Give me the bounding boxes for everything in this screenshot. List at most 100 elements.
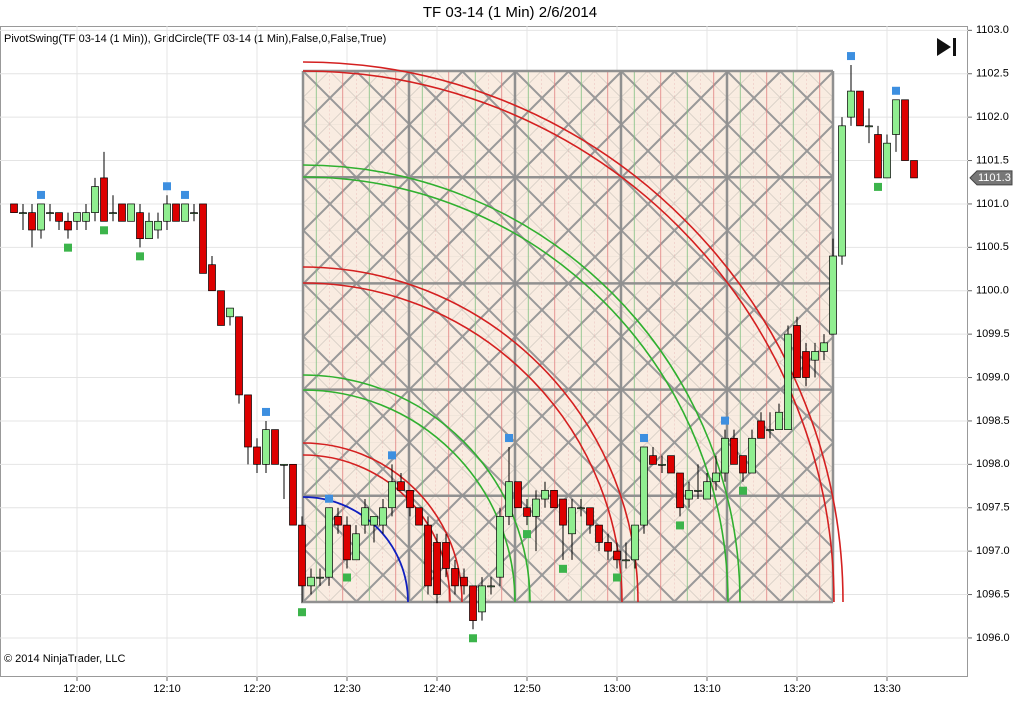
- y-tick-label: 1102.0: [976, 111, 1009, 123]
- pivot-low: [343, 573, 351, 582]
- candle-body: [307, 576, 315, 587]
- candle-body: [802, 351, 810, 378]
- grid-diagonal: [514, 282, 833, 602]
- grid-diagonal: [303, 71, 464, 233]
- candle-body: [415, 507, 423, 526]
- candle-body: [595, 524, 603, 543]
- grid-diagonal: [726, 494, 833, 602]
- candle-body: [550, 490, 558, 509]
- candle-body: [658, 463, 666, 466]
- y-tick-label: 1101.0: [976, 198, 1009, 210]
- pivot-high: [721, 416, 729, 425]
- candle-body: [145, 220, 153, 240]
- grid-diagonal: [726, 71, 833, 179]
- candle-body: [253, 446, 261, 465]
- last-price-tag: [969, 170, 1013, 186]
- candle-body: [10, 203, 18, 213]
- candle-body: [100, 177, 108, 222]
- pivot-high: [262, 407, 270, 416]
- candle-body: [532, 498, 540, 517]
- candle-body: [109, 212, 117, 214]
- candle-body: [784, 333, 792, 430]
- candle-body: [712, 472, 720, 483]
- pivot-high: [892, 86, 900, 95]
- grid-diagonal: [620, 71, 833, 285]
- candle-body: [406, 490, 414, 509]
- y-tick-label: 1099.5: [976, 328, 1010, 340]
- pivot-high: [37, 190, 45, 199]
- play-icon[interactable]: [937, 38, 951, 56]
- candle-body: [136, 212, 144, 240]
- candle-body: [721, 437, 729, 474]
- candle-body: [694, 490, 702, 492]
- candle-body: [37, 203, 45, 231]
- candle-body: [865, 125, 873, 128]
- candle-body: [262, 429, 270, 465]
- grid-diagonal: [673, 71, 833, 232]
- candle-body: [226, 307, 234, 318]
- candle-body: [874, 134, 882, 179]
- candle-body: [739, 455, 747, 474]
- candle-body: [379, 507, 387, 526]
- candle-body: [793, 325, 801, 378]
- scroll-end-icon[interactable]: [937, 38, 956, 56]
- grid-diagonal: [303, 71, 517, 286]
- y-tick-label: 1102.5: [976, 68, 1009, 80]
- y-tick-label: 1100.0: [976, 285, 1009, 297]
- candle-body: [901, 99, 909, 161]
- candle-body: [352, 533, 360, 561]
- grid-arc: [302, 266, 639, 603]
- grid-arc: [302, 389, 516, 603]
- candle-body: [334, 516, 342, 526]
- x-tick-label: 13:10: [693, 683, 721, 695]
- candle-body: [73, 212, 81, 222]
- candle-body: [172, 203, 180, 222]
- candle-body: [883, 142, 891, 179]
- candle-body: [748, 437, 756, 474]
- grid-diagonal: [567, 71, 833, 338]
- x-tick-label: 12:10: [153, 683, 181, 695]
- candle-body: [289, 463, 297, 526]
- candle-body: [163, 203, 171, 222]
- pivot-low: [100, 226, 108, 235]
- pivot-low: [559, 564, 567, 573]
- grid-diagonal: [567, 335, 833, 602]
- grid-diagonal: [303, 71, 411, 180]
- candle-body: [397, 481, 405, 491]
- pivot-low: [136, 252, 144, 261]
- candle-body: [559, 498, 567, 526]
- pivot-high: [325, 494, 333, 503]
- candle-body: [235, 316, 243, 396]
- candle-body: [118, 203, 126, 222]
- candle-body: [424, 524, 432, 587]
- candle-body: [631, 524, 639, 561]
- candle-body: [838, 125, 846, 257]
- play-bar[interactable]: [953, 38, 956, 56]
- y-tick-label: 1098.5: [976, 415, 1010, 427]
- x-tick-label: 12:30: [333, 683, 361, 695]
- candle-body: [469, 585, 477, 621]
- candle-body: [190, 212, 198, 214]
- candle-body: [487, 585, 495, 588]
- candle-body: [298, 524, 306, 587]
- candle-body: [667, 455, 675, 474]
- x-tick-label: 12:20: [243, 683, 271, 695]
- x-tick-label: 12:00: [63, 683, 91, 695]
- pivot-low: [298, 608, 306, 617]
- candle-body: [703, 481, 711, 500]
- candle-body: [775, 411, 783, 430]
- candle-body: [604, 542, 612, 552]
- candle-body: [496, 516, 504, 578]
- candle-body: [154, 220, 162, 231]
- grid-arc: [302, 164, 741, 603]
- y-tick-label: 1096.0: [976, 632, 1010, 644]
- y-tick-label: 1099.0: [976, 371, 1010, 383]
- y-tick-label: 1101.5: [976, 154, 1009, 166]
- candle-body: [361, 507, 369, 526]
- pivot-high: [163, 182, 171, 191]
- candle-body: [577, 507, 585, 510]
- candle-body: [460, 576, 468, 587]
- candle-body: [19, 212, 27, 214]
- x-tick-label: 12:50: [513, 683, 541, 695]
